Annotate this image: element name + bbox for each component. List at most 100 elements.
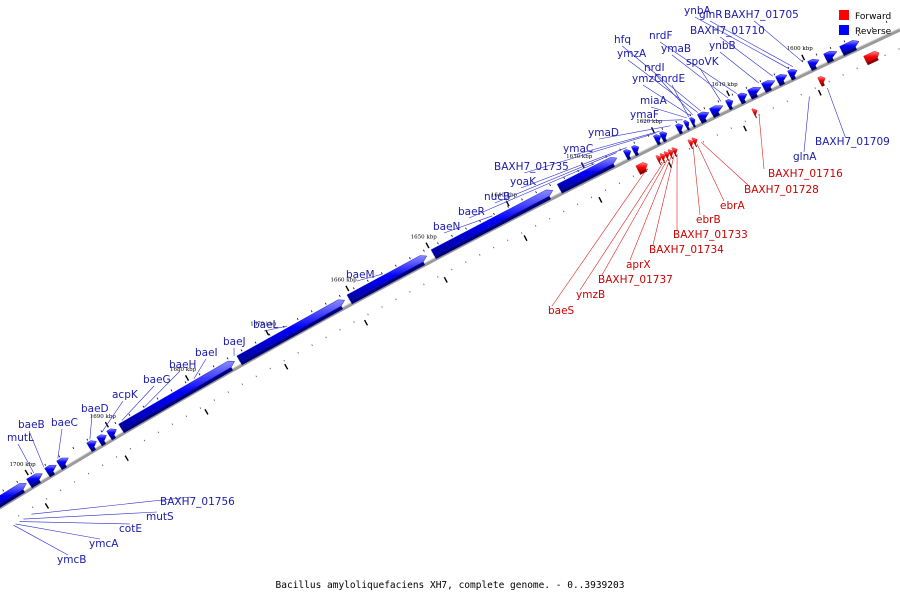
reverse-gene-side bbox=[764, 86, 772, 93]
minor-tick bbox=[451, 268, 453, 271]
major-tick bbox=[363, 319, 369, 326]
legend: Forward Reverse bbox=[839, 10, 892, 37]
minor-tick bbox=[423, 249, 425, 252]
tick-label: 1650 kbp bbox=[411, 234, 438, 240]
minor-tick bbox=[409, 291, 411, 293]
gene-label-baxh7_01733: BAXH7_01733 bbox=[673, 229, 748, 241]
leader-line bbox=[356, 273, 383, 282]
minor-tick bbox=[18, 514, 20, 517]
reverse-gene bbox=[725, 99, 734, 108]
reverse-gene-side bbox=[712, 111, 720, 118]
tick-label: 1700 kbp bbox=[9, 462, 36, 468]
tick-label: 1670 kbp bbox=[250, 322, 277, 328]
leader-line bbox=[671, 54, 728, 99]
minor-tick bbox=[885, 20, 888, 23]
minor-tick bbox=[800, 93, 802, 96]
reverse-gene-side bbox=[750, 93, 758, 100]
major-tick bbox=[24, 469, 29, 476]
reverse-gene-side bbox=[626, 155, 631, 161]
minor-tick bbox=[563, 176, 565, 179]
reverse-gene-side bbox=[0, 489, 25, 508]
reverse-gene-side bbox=[656, 140, 661, 146]
leader-line bbox=[652, 155, 675, 246]
reverse-gene bbox=[737, 92, 748, 102]
minor-tick bbox=[604, 189, 607, 192]
gene-label-baej: baeJ bbox=[223, 336, 246, 348]
reverse-gene bbox=[0, 483, 27, 504]
reverse-gene bbox=[44, 464, 57, 475]
minor-tick bbox=[632, 175, 635, 178]
leader-line bbox=[143, 370, 181, 408]
gene-label-muts: mutS bbox=[146, 511, 174, 523]
gene-label-bael: baeL bbox=[253, 319, 279, 331]
minor-tick bbox=[479, 254, 481, 256]
leader-line bbox=[89, 414, 93, 440]
minor-tick bbox=[339, 328, 341, 331]
minor-tick bbox=[576, 203, 579, 206]
minor-tick bbox=[310, 310, 313, 313]
tick-label: 1610 kbp bbox=[712, 82, 739, 88]
minor-tick bbox=[352, 287, 355, 290]
reverse-gene-side bbox=[110, 434, 116, 441]
reverse-gene bbox=[430, 189, 554, 257]
leader-line bbox=[720, 36, 774, 77]
minor-tick bbox=[618, 182, 621, 185]
gene-label-nrdf: nrdF bbox=[649, 30, 673, 42]
minor-tick bbox=[143, 439, 146, 442]
minor-tick bbox=[129, 447, 132, 450]
reverse-gene-side bbox=[434, 196, 551, 260]
gene-label-baei: baeI bbox=[195, 347, 218, 359]
minor-tick bbox=[744, 120, 746, 123]
gene-label-cote: cotE bbox=[119, 523, 142, 535]
leader-line bbox=[709, 20, 794, 68]
gene-label-baer: baeR bbox=[458, 206, 485, 218]
minor-tick bbox=[311, 344, 313, 346]
minor-tick bbox=[688, 147, 691, 150]
reverse-gene bbox=[747, 87, 762, 97]
gene-label-miaa: miaA bbox=[640, 95, 668, 107]
minor-tick bbox=[114, 422, 117, 425]
forward-gene bbox=[635, 162, 648, 173]
minor-tick bbox=[716, 134, 719, 136]
gene-label-baxh7_01734: BAXH7_01734 bbox=[649, 244, 724, 256]
reverse-gene bbox=[86, 440, 97, 450]
minor-tick bbox=[562, 210, 565, 213]
minor-tick bbox=[660, 161, 663, 164]
minor-tick bbox=[395, 298, 397, 301]
minor-tick bbox=[759, 80, 762, 83]
minor-tick bbox=[171, 423, 174, 426]
reverse-gene-side bbox=[662, 137, 667, 143]
legend-reverse-swatch bbox=[839, 25, 849, 35]
minor-tick bbox=[661, 127, 664, 130]
minor-tick bbox=[296, 318, 299, 321]
minor-tick bbox=[731, 93, 734, 96]
major-tick bbox=[726, 90, 730, 97]
leader-line bbox=[263, 325, 288, 332]
legend-forward-swatch bbox=[839, 10, 849, 20]
forward-gene bbox=[671, 147, 678, 155]
forward-gene-side bbox=[690, 146, 694, 150]
leader-line bbox=[15, 523, 101, 540]
gene-label-ymac: ymaC bbox=[563, 143, 593, 155]
leader-line bbox=[13, 524, 69, 556]
minor-tick bbox=[31, 506, 34, 509]
leader-line bbox=[659, 41, 737, 94]
minor-tick bbox=[717, 100, 720, 103]
forward-gene-side bbox=[866, 57, 879, 66]
reverse-gene-side bbox=[560, 163, 615, 194]
reverse-gene-side bbox=[686, 126, 690, 131]
minor-tick bbox=[255, 375, 257, 378]
leader-line bbox=[803, 96, 810, 153]
reverse-gene bbox=[106, 428, 117, 438]
minor-tick bbox=[423, 283, 425, 286]
minor-tick bbox=[451, 234, 453, 237]
leader-line bbox=[31, 496, 191, 515]
major-tick bbox=[443, 276, 448, 283]
minor-tick bbox=[549, 183, 551, 187]
forward-gene-side bbox=[638, 168, 648, 175]
leader-line bbox=[468, 163, 595, 219]
minor-tick bbox=[465, 227, 467, 230]
minor-tick bbox=[269, 367, 271, 370]
reverse-gene bbox=[839, 40, 860, 54]
